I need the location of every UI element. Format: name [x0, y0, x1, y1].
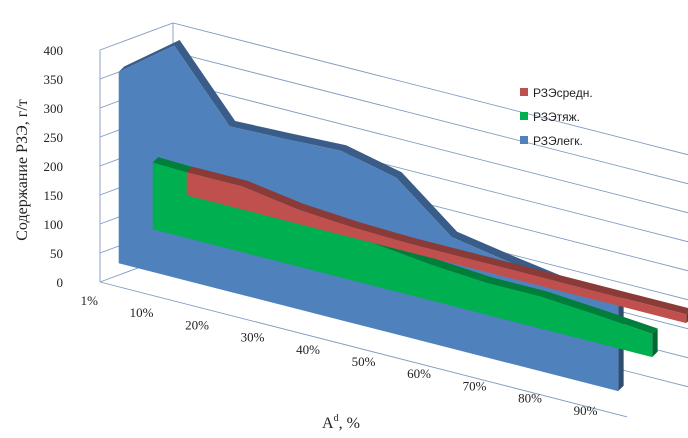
x-tick-label: 80%: [518, 391, 542, 406]
y-tick-label: 350: [44, 72, 64, 87]
x-axis-label: Ad, %: [322, 413, 360, 432]
series-1-area: [152, 162, 653, 358]
series-0-area: [186, 172, 687, 324]
legend-swatch: [520, 136, 528, 144]
y-axis-label: Содержание РЗЭ, г/т: [14, 99, 31, 241]
y-tick-label: 0: [57, 275, 64, 290]
y-tick-labels: 0 50 100 150 200 250 300 350 400: [44, 43, 64, 290]
legend-label: РЗЭсредн.: [533, 86, 593, 100]
floor-front-edge: [99, 281, 628, 418]
series-0-top-face: [186, 166, 688, 315]
x-tick-labels: 1% 10% 20% 30% 40% 50% 60% 70% 80% 90%: [81, 293, 598, 418]
y-tick-label: 300: [44, 101, 64, 116]
y-tick-label: 50: [50, 246, 63, 261]
y-tick-label: 400: [44, 43, 64, 58]
legend-swatch: [520, 112, 528, 120]
y-tick-label: 200: [44, 159, 64, 174]
legend-label: РЗЭтяж.: [533, 110, 580, 124]
y-tick-label: 100: [44, 217, 64, 232]
x-tick-label: 70%: [463, 378, 487, 393]
x-tick-label: 1%: [81, 293, 99, 308]
legend-swatch: [520, 88, 528, 96]
x-tick-label: 90%: [574, 403, 598, 418]
x-tick-label: 50%: [352, 354, 376, 369]
legend: РЗЭсредн. РЗЭтяж. РЗЭлегк.: [520, 86, 593, 148]
x-axis-label-suffix: , %: [339, 415, 360, 432]
series-layer: [118, 40, 688, 392]
series-1-end-face: [652, 328, 658, 358]
x-tick-label: 30%: [241, 330, 265, 345]
x-tick-label: 10%: [130, 305, 154, 320]
series-1-top-face: [152, 157, 658, 334]
x-axis-label-sup: d: [334, 413, 339, 424]
x-tick-label: 60%: [407, 366, 431, 381]
x-axis-label-main: A: [322, 415, 334, 432]
x-tick-label: 20%: [185, 317, 209, 332]
y-tick-label: 150: [44, 188, 64, 203]
x-tick-label: 40%: [296, 342, 320, 357]
legend-label: РЗЭлегк.: [533, 134, 583, 148]
y-tick-label: 250: [44, 130, 64, 145]
